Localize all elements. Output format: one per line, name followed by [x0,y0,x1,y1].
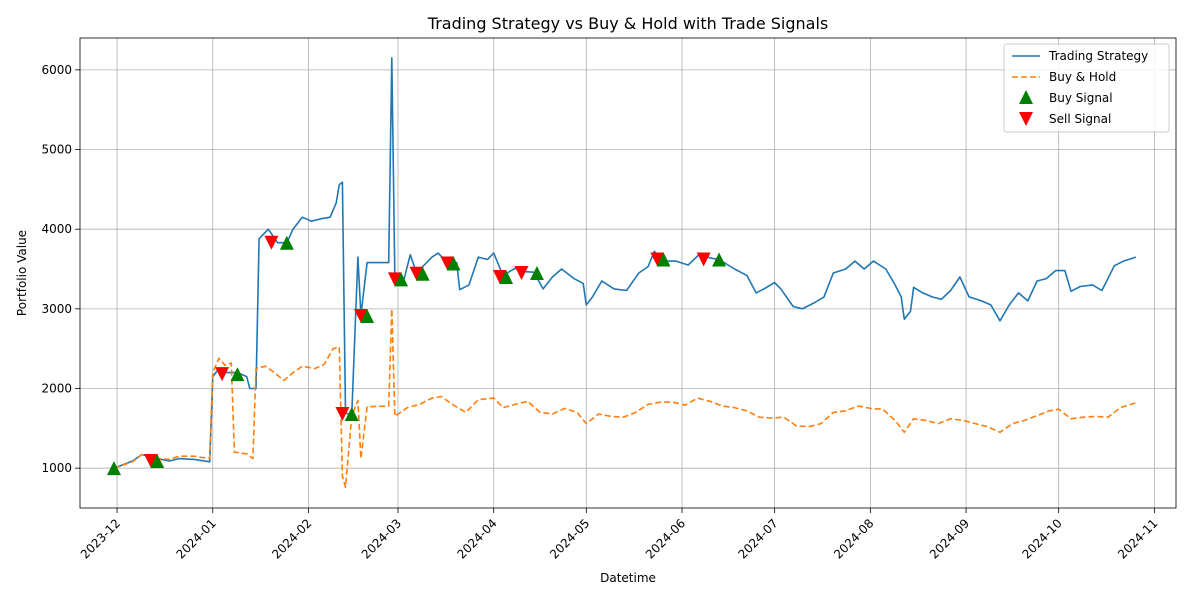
legend-sell-signal-marker [1019,112,1033,126]
buy-signal-marker [230,367,245,382]
sell-signal-marker [409,266,424,281]
x-tick-label: 2024-04 [454,516,499,561]
y-tick-label: 2000 [41,382,72,396]
sell-signal-marker [696,252,711,267]
buy-signal-marker [712,252,727,267]
legend-buyhold-label: Buy & Hold [1049,70,1116,84]
legend-box [1003,43,1170,133]
legend-sell-signal-label: Sell Signal [1049,112,1111,126]
legend-buy-signal-label: Buy Signal [1049,91,1113,105]
legend-buy-signal-marker [1019,90,1033,104]
x-tick-label: 2023-12 [78,516,123,561]
sell-signal-marker [440,256,455,271]
y-tick-label: 5000 [41,143,72,157]
y-tick-label: 6000 [41,63,72,77]
buy-signal-marker [394,272,409,287]
sell-signal-marker [492,269,507,284]
buy-signal-marker [150,454,165,468]
buy-signal-marker [529,266,544,280]
chart-title: Trading Strategy vs Buy & Hold with Trad… [427,14,828,33]
y-axis: 1000 2000 3000 4000 5000 6000 [41,63,80,475]
buy-signal-marker [344,407,359,421]
buy-signal-marker [360,309,375,324]
y-axis-title: Portfolio Value [15,230,29,316]
x-tick-label: 2024-10 [1019,516,1064,561]
y-tick-label: 4000 [41,222,72,236]
x-axis: 2023-12 2024-01 2024-02 2024-03 2024-04 2024-… [78,508,1161,562]
x-tick-label: 2024-06 [643,516,688,561]
buy-signal-marker [499,269,514,284]
y-tick-label: 1000 [41,461,72,475]
signal-markers [106,235,727,476]
buy-signal-marker [279,235,294,250]
plot-frame [79,37,1177,509]
x-axis-title: Datetime [600,571,656,585]
x-tick-label: 2024-11 [1115,516,1160,561]
x-tick-label: 2024-08 [831,516,876,561]
sell-signal-marker [387,272,402,287]
y-tick-label: 3000 [41,302,72,316]
strategy-line [113,57,1137,469]
x-tick-label: 2024-05 [547,516,592,561]
sell-signal-marker [264,235,279,250]
buy-signal-marker [106,461,121,476]
sell-signal-marker [215,367,230,382]
buy-hold-line [113,308,1137,489]
legend: Trading Strategy Buy & Hold Buy Signal S… [1003,43,1170,133]
x-tick-label: 2024-09 [927,516,972,561]
x-tick-label: 2024-01 [174,516,219,561]
legend-strategy-label: Trading Strategy [1048,49,1148,63]
buy-signal-marker [656,252,671,267]
sell-signal-marker [353,309,368,324]
x-tick-label: 2024-02 [269,516,314,561]
sell-signal-marker [650,252,665,267]
buy-signal-marker [446,256,461,271]
sell-signal-marker [514,266,529,280]
x-tick-label: 2024-03 [359,516,404,561]
sell-signal-marker [144,454,159,468]
sell-signal-marker [335,407,350,421]
x-tick-label: 2024-07 [735,516,780,561]
buy-signal-marker [415,266,430,281]
series-layer [113,57,1137,489]
